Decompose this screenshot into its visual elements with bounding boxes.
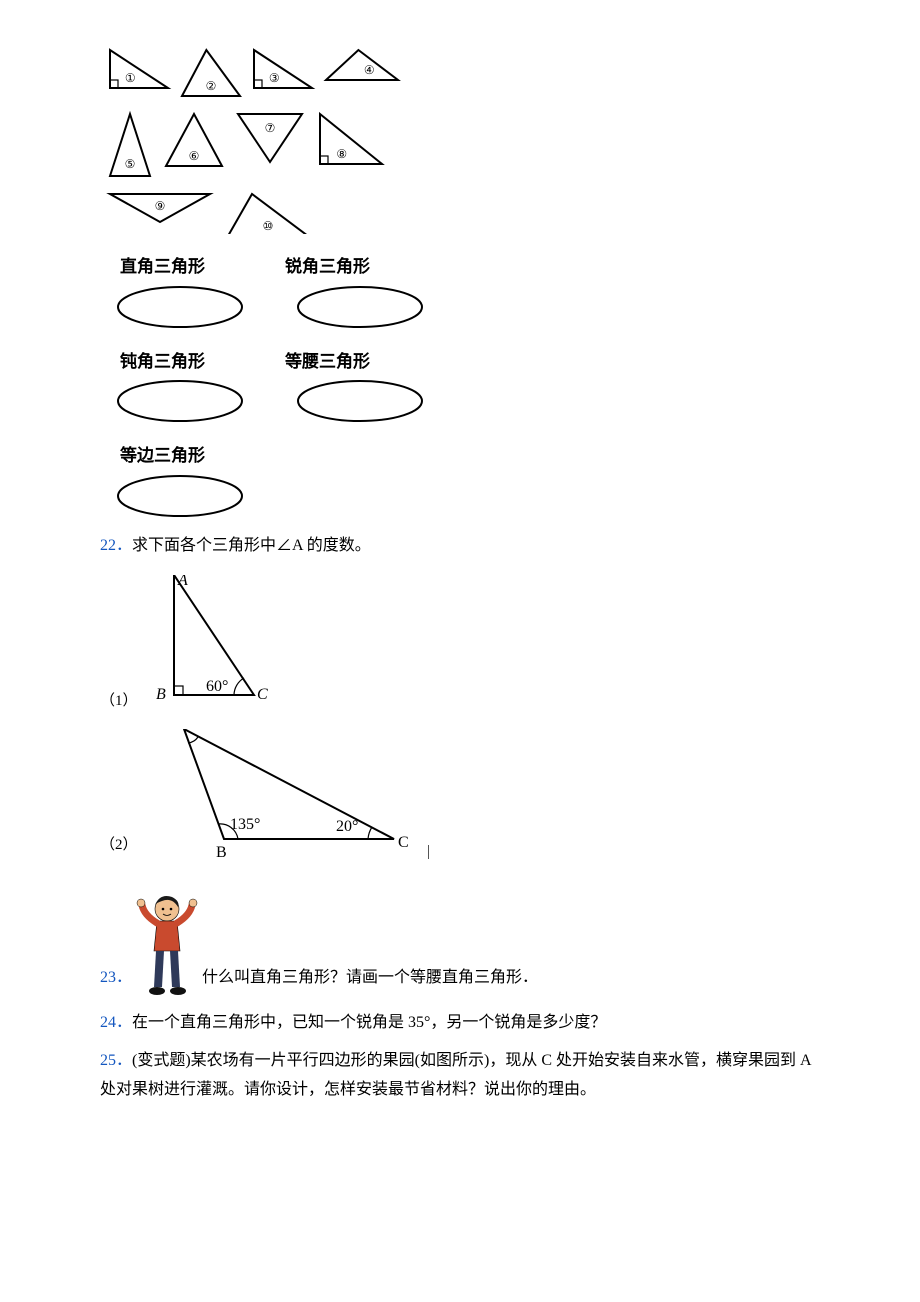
svg-text:⑤: ⑤ (125, 157, 136, 171)
text-cursor-icon (428, 845, 429, 859)
oval-acute (290, 285, 430, 329)
q23-number: 23． (100, 964, 132, 993)
svg-text:③: ③ (269, 71, 280, 85)
oval-obtuse (110, 379, 250, 423)
boy-cartoon-icon (132, 889, 202, 999)
svg-text:⑨: ⑨ (155, 199, 166, 213)
svg-text:⑥: ⑥ (189, 149, 200, 163)
svg-text:B: B (156, 686, 166, 703)
svg-text:20°: 20° (336, 818, 358, 835)
svg-text:A: A (177, 575, 188, 589)
q22-sub1-diagram: A B C 60° (144, 575, 284, 715)
q24-number: 24． (100, 1014, 132, 1031)
q22-sub2-diagram: A B C 135° 20° (144, 729, 424, 859)
q22-sub2: （2） A B C 135° 20° (100, 729, 820, 859)
oval-right (110, 285, 250, 329)
label-acute-triangle: 锐角三角形 (285, 252, 370, 283)
label-obtuse-triangle: 钝角三角形 (120, 347, 205, 378)
svg-text:⑩: ⑩ (263, 219, 274, 233)
q22-sub1-label: （1） (100, 688, 138, 715)
svg-text:②: ② (206, 79, 217, 93)
label-isosceles-triangle: 等腰三角形 (285, 347, 370, 378)
question-25: 25．(变式题)某农场有一片平行四边形的果园(如图所示)，现从 C 处开始安装自… (100, 1047, 820, 1105)
q22-text: 求下面各个三角形中∠A 的度数。 (132, 537, 371, 554)
q22-sub1: （1） A B C 60° (100, 575, 820, 715)
svg-text:⑧: ⑧ (336, 147, 347, 161)
svg-text:C: C (398, 834, 409, 851)
question-22: 22．求下面各个三角形中∠A 的度数。 (100, 532, 820, 561)
q22-number: 22． (100, 537, 132, 554)
label-equilateral-triangle: 等边三角形 (120, 441, 205, 472)
svg-text:C: C (257, 686, 268, 703)
oval-equilateral (110, 474, 250, 518)
q25-number: 25． (100, 1052, 132, 1069)
svg-text:④: ④ (364, 63, 375, 77)
svg-text:⑦: ⑦ (265, 121, 276, 135)
svg-text:135°: 135° (230, 816, 260, 833)
triangles-classification-diagram: ① ② ③ ④ ⑤ ⑥ ⑦ ⑧ ⑨ ⑩ (100, 44, 820, 234)
svg-text:①: ① (125, 71, 136, 85)
oval-isosceles (290, 379, 430, 423)
question-24: 24．在一个直角三角形中，已知一个锐角是 35°，另一个锐角是多少度？ (100, 1009, 820, 1038)
svg-text:60°: 60° (206, 678, 228, 695)
svg-text:A: A (180, 729, 192, 731)
question-23: 23． 什么叫直角三角形？请画一个等腰直角三角形． (100, 889, 820, 999)
q23-text: 什么叫直角三角形？请画一个等腰直角三角形． (202, 964, 538, 993)
q25-text: (变式题)某农场有一片平行四边形的果园(如图所示)，现从 C 处开始安装自来水管… (100, 1052, 811, 1098)
q22-sub2-label: （2） (100, 832, 138, 859)
q24-text: 在一个直角三角形中，已知一个锐角是 35°，另一个锐角是多少度？ (132, 1014, 606, 1031)
category-section: 直角三角形 锐角三角形 钝角三角形 等腰三角形 等边三角形 (100, 252, 820, 518)
triangles-svg: ① ② ③ ④ ⑤ ⑥ ⑦ ⑧ ⑨ ⑩ (100, 44, 410, 234)
svg-text:B: B (216, 844, 227, 859)
label-right-triangle: 直角三角形 (120, 252, 205, 283)
